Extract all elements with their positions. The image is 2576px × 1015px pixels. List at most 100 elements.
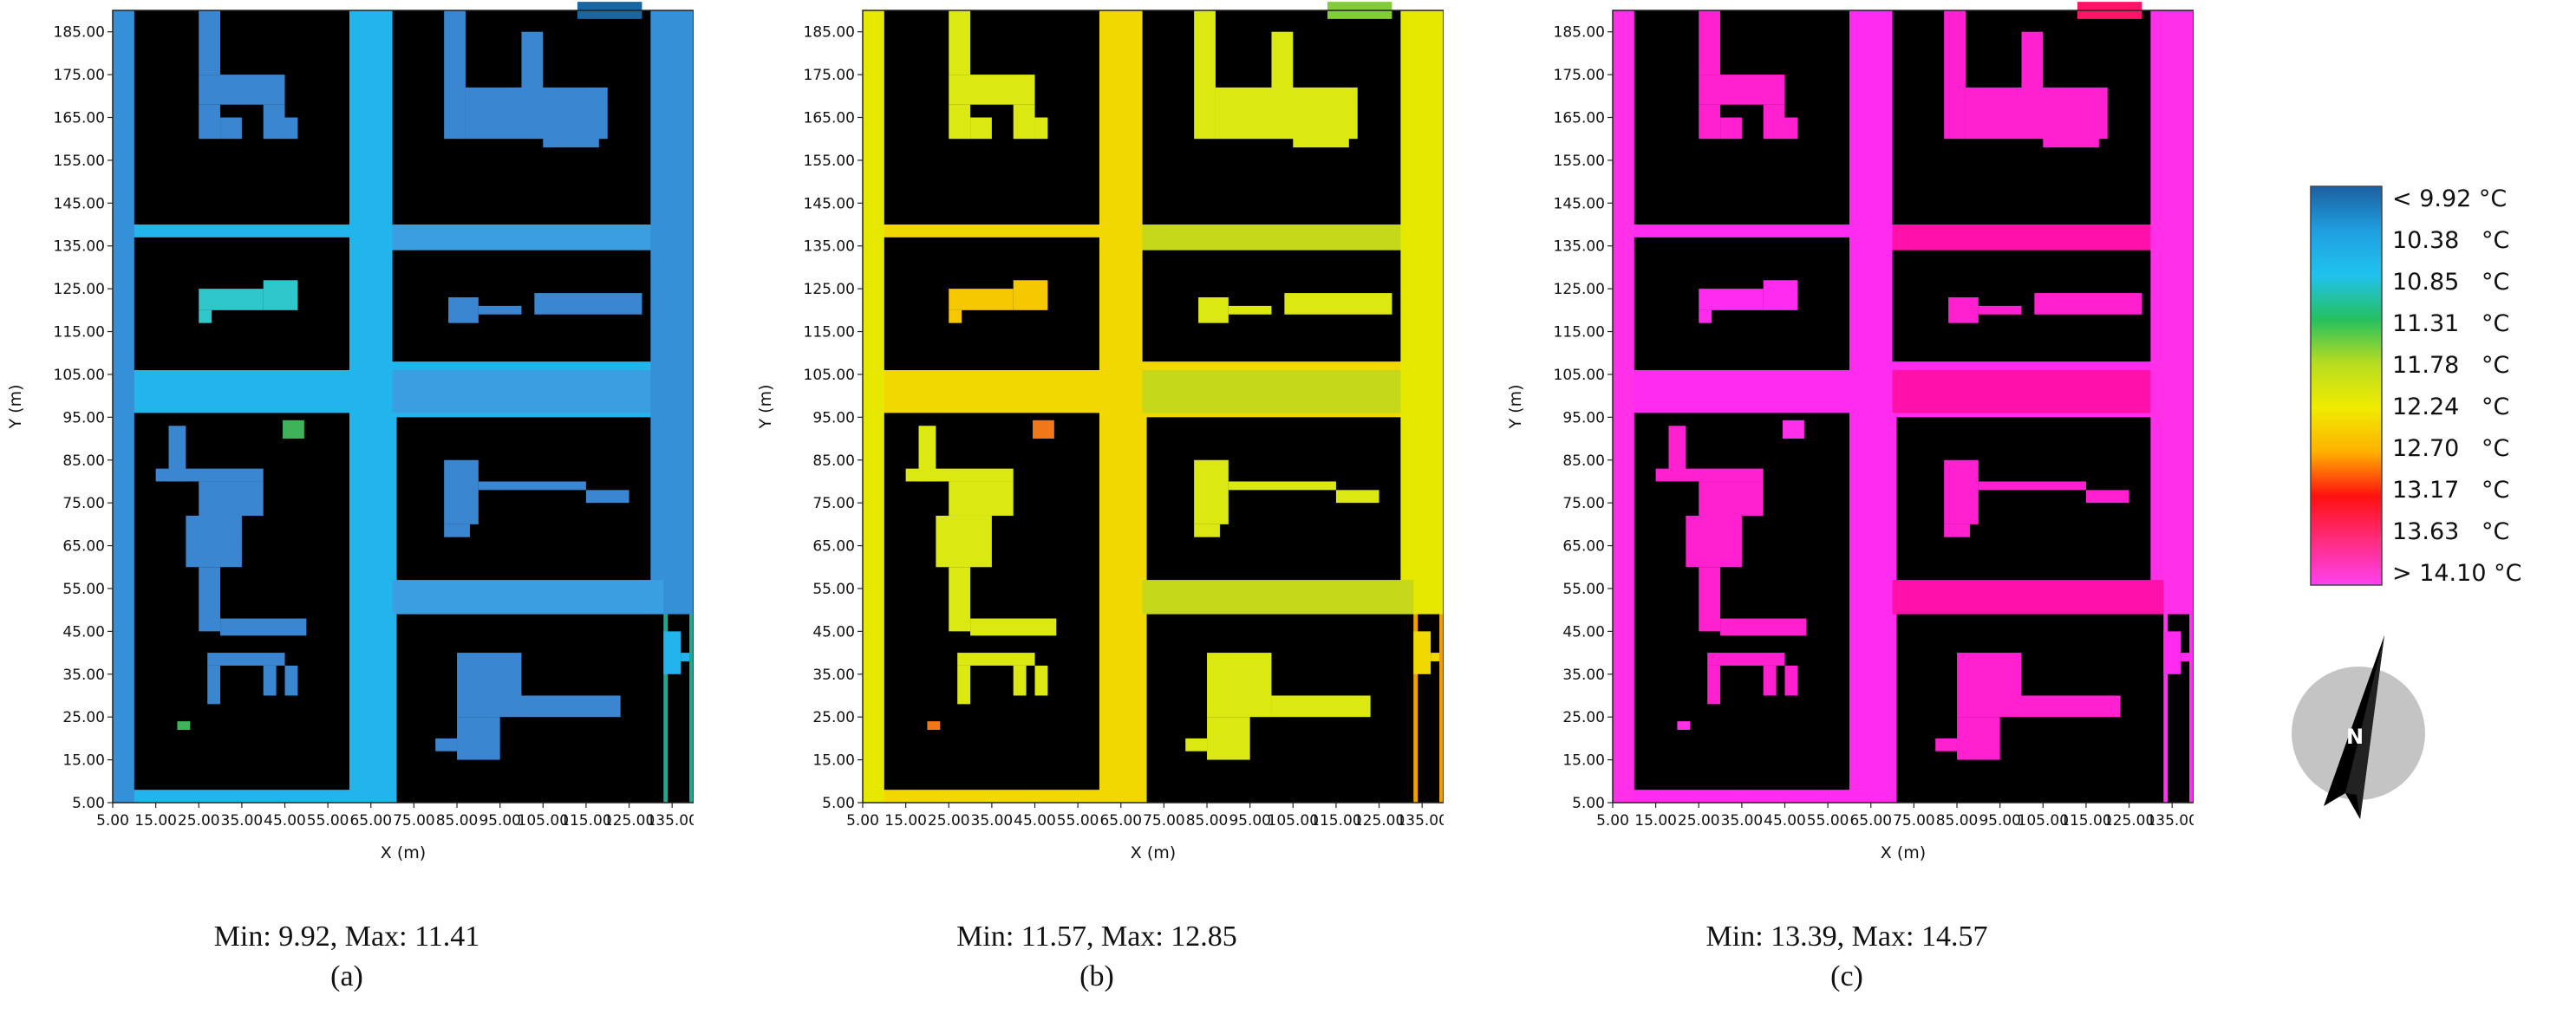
courtyard-f	[1335, 490, 1379, 504]
courtyard-e	[1686, 515, 1742, 568]
y-tick-label: 25.00	[62, 709, 105, 726]
y-tick-label: 15.00	[1562, 752, 1605, 770]
x-tick-label: 35.00	[221, 812, 264, 830]
y-tick-label: 175.00	[804, 67, 855, 84]
courtyard-f	[1944, 524, 1970, 537]
courtyard-f	[478, 481, 586, 491]
courtyard-e	[1707, 653, 1785, 666]
x-tick-label: 95.00	[1229, 812, 1271, 830]
y-tick-label: 95.00	[1562, 409, 1605, 426]
corner-gap	[663, 631, 681, 674]
courtyard-g	[1185, 738, 1208, 751]
courtyard-g	[2021, 695, 2121, 718]
y-tick-label: 145.00	[1554, 195, 1605, 212]
courtyard-f	[444, 524, 470, 537]
heatmap-a: 5.0015.0025.0035.0045.0055.0065.0075.008…	[6, 2, 694, 862]
y-tick-label: 45.00	[62, 623, 105, 641]
y-tick-label: 155.00	[804, 153, 855, 170]
courtyard-c	[1699, 309, 1712, 323]
x-tick-label: 65.00	[1849, 812, 1892, 830]
central-street	[1099, 10, 1143, 803]
courtyard-a	[263, 104, 285, 140]
courtyard-e	[905, 468, 1014, 482]
courtyard-f	[1194, 459, 1229, 524]
courtyard-a	[199, 104, 221, 140]
y-tick-label: 25.00	[812, 709, 855, 726]
y-tick-label: 55.00	[62, 581, 105, 598]
y-tick-label: 35.00	[62, 667, 105, 684]
courtyard-g	[457, 653, 522, 718]
cross-street-lower	[392, 580, 664, 615]
y-tick-label: 15.00	[812, 752, 855, 770]
courtyard-c	[199, 309, 212, 323]
plot-area	[1613, 2, 2194, 803]
x-tick-label: 15.00	[134, 812, 177, 830]
legend-label: 11.31 °C	[2392, 310, 2509, 337]
panel-b: 5.00 15.00 25.00 35.00 45.00 55.00 65.00 75.00 8…	[750, 0, 1444, 1015]
panel-label-a: (a)	[330, 960, 363, 992]
y-tick-label: 85.00	[1562, 452, 1605, 470]
x-tick-label: 135.00	[646, 812, 694, 830]
building-block	[1634, 10, 1849, 225]
courtyard-d	[1948, 297, 1979, 323]
courtyard-e	[207, 665, 221, 705]
legend-label: 10.85 °C	[2392, 269, 2509, 296]
courtyard-a	[199, 75, 285, 105]
courtyard-a	[1699, 10, 1721, 75]
courtyard-e	[936, 515, 992, 568]
y-tick-label: 45.00	[1562, 623, 1605, 641]
minmax-caption-a: Min: 9.92, Max: 11.41	[213, 921, 480, 953]
y-tick-label: 35.00	[1562, 667, 1605, 684]
y-tick-label: 85.00	[812, 452, 855, 470]
y-tick-label: 135.00	[1554, 238, 1605, 256]
y-tick-label: 115.00	[804, 324, 855, 342]
courtyard-f	[1944, 459, 1979, 524]
courtyard-a	[1699, 104, 1721, 140]
courtyard-f	[1978, 481, 2086, 491]
courtyard-a	[1034, 117, 1048, 140]
panel-c: 5.00 15.00 25.00 35.00 45.00 55.00 65.00 75.00 8…	[1500, 0, 2194, 1015]
y-tick-label: 175.00	[54, 67, 105, 84]
y-tick-label: 135.00	[54, 238, 105, 256]
x-tick-label: 115.00	[1310, 812, 1361, 830]
courtyard-e	[957, 653, 1035, 666]
y-tick-label: 105.00	[54, 367, 105, 384]
courtyard-a	[1699, 75, 1785, 105]
courtyard-c	[199, 289, 264, 310]
x-tick-label: 105.00	[518, 812, 569, 830]
plot-area	[113, 2, 694, 803]
minmax-caption-b: Min: 11.57, Max: 12.85	[956, 921, 1237, 953]
courtyard-e	[1655, 468, 1764, 482]
courtyard-g	[1935, 738, 1958, 751]
courtyard-d	[534, 293, 642, 315]
y-tick-label: 25.00	[1562, 709, 1605, 726]
north-arrow-icon: N	[2292, 635, 2425, 819]
y-tick-label: 115.00	[54, 324, 105, 342]
y-tick-label: 105.00	[804, 367, 855, 384]
x-tick-label: 125.00	[2103, 812, 2155, 830]
y-axis-title: Y (m)	[1506, 385, 1525, 430]
y-tick-label: 115.00	[1554, 324, 1605, 342]
x-tick-label: 115.00	[2060, 812, 2111, 830]
cross-street-middle	[392, 370, 651, 413]
hot-cell	[1033, 420, 1054, 439]
x-tick-label: 45.00	[1014, 812, 1056, 830]
courtyard-b	[1944, 10, 1966, 140]
courtyard-g	[457, 717, 500, 760]
courtyard-e	[1699, 481, 1764, 516]
courtyard-d	[2034, 293, 2142, 315]
y-tick-label: 5.00	[72, 795, 105, 812]
corner-gap	[681, 653, 690, 661]
courtyard-e	[1034, 665, 1048, 696]
cross-street-lower	[1142, 580, 1414, 615]
x-tick-label: 65.00	[349, 812, 392, 830]
y-tick-label: 175.00	[1554, 67, 1605, 84]
courtyard-e	[970, 618, 1057, 636]
y-tick-label: 75.00	[1562, 495, 1605, 512]
central-street	[1849, 10, 1893, 803]
courtyard-e	[155, 468, 264, 482]
courtyard-d	[1284, 293, 1392, 315]
x-tick-label: 25.00	[928, 812, 970, 830]
y-tick-label: 45.00	[812, 623, 855, 641]
hot-pixel	[1677, 721, 1691, 731]
